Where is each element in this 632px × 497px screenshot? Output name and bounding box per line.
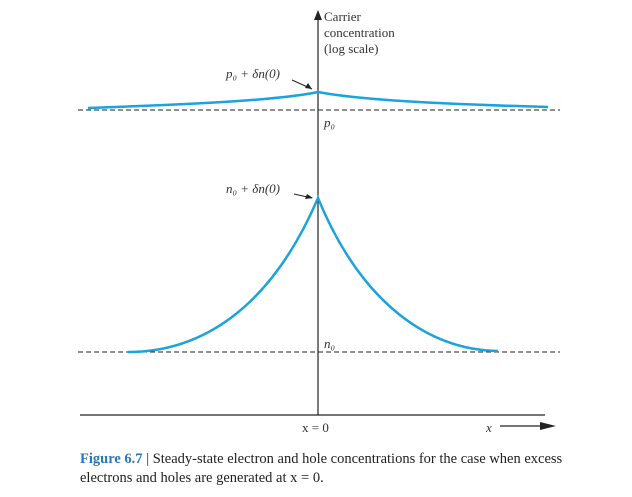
- caption-separator: |: [142, 451, 153, 467]
- figure-diagram: Carrier concentration (log scale) p₀ + δ…: [78, 9, 560, 435]
- p-peak-pointer-head: [305, 83, 312, 89]
- n-peak-pointer-head: [305, 194, 313, 199]
- n-peak-label: n₀ + δn(0): [226, 181, 280, 196]
- n-baseline-label: n₀: [324, 336, 335, 351]
- y-axis-arrowhead: [314, 10, 322, 20]
- y-axis-label: Carrier concentration (log scale): [324, 9, 398, 56]
- p-peak-label: p₀ + δn(0): [225, 66, 280, 81]
- hole-concentration-curve: [87, 90, 549, 110]
- origin-label: x = 0: [302, 420, 329, 435]
- x-arrow-head: [540, 422, 556, 430]
- caption-text: Steady-state electron and hole concentra…: [80, 451, 563, 486]
- x-axis-label: x: [485, 420, 492, 435]
- p-baseline-label: p₀: [323, 115, 335, 130]
- figure-number: Figure 6.7: [80, 451, 143, 467]
- electron-concentration-curve: [127, 194, 499, 354]
- figure-caption: Figure 6.7 | Steady-state electron and h…: [80, 450, 600, 488]
